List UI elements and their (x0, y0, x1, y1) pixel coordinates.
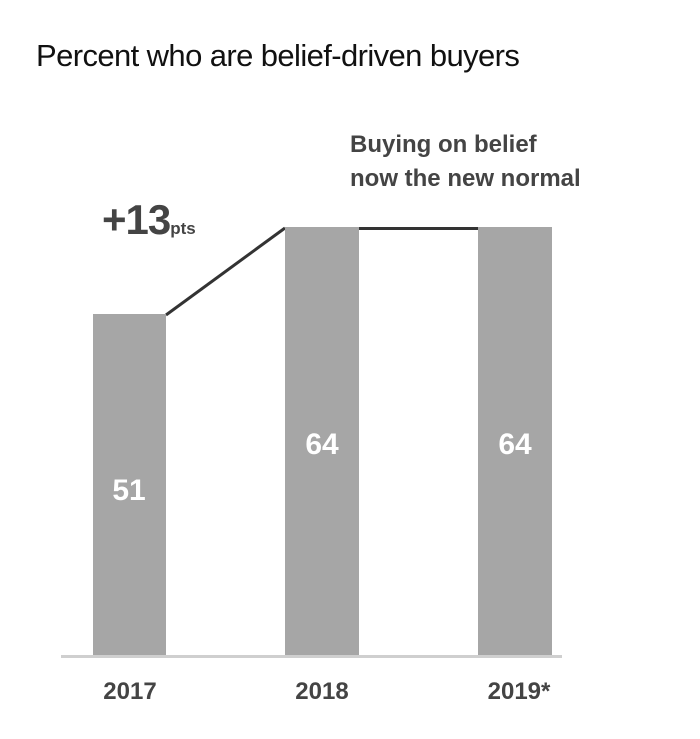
bar-2017 (93, 314, 166, 656)
bar-2019 (478, 227, 552, 656)
x-tick-2018: 2018 (295, 678, 349, 705)
x-axis-baseline (61, 655, 562, 658)
chart-title: Percent who are belief-driven buyers (36, 38, 520, 73)
bar-2018 (285, 227, 359, 656)
annotation-line-2: now the new normal (350, 165, 581, 192)
new-normal-annotation: Buying on belief now the new normal (350, 128, 581, 196)
delta-annotation: +13pts (102, 196, 196, 244)
delta-unit: pts (170, 219, 196, 238)
x-tick-2019: 2019* (487, 678, 551, 705)
increase-connector-line (165, 226, 286, 317)
bar-value-2019: 64 (498, 428, 532, 461)
bar-value-2018: 64 (305, 428, 339, 461)
delta-value: +13 (102, 196, 171, 243)
annotation-line-1: Buying on belief (350, 131, 537, 158)
bar-value-2017: 51 (112, 474, 146, 507)
x-tick-2017: 2017 (103, 678, 157, 705)
